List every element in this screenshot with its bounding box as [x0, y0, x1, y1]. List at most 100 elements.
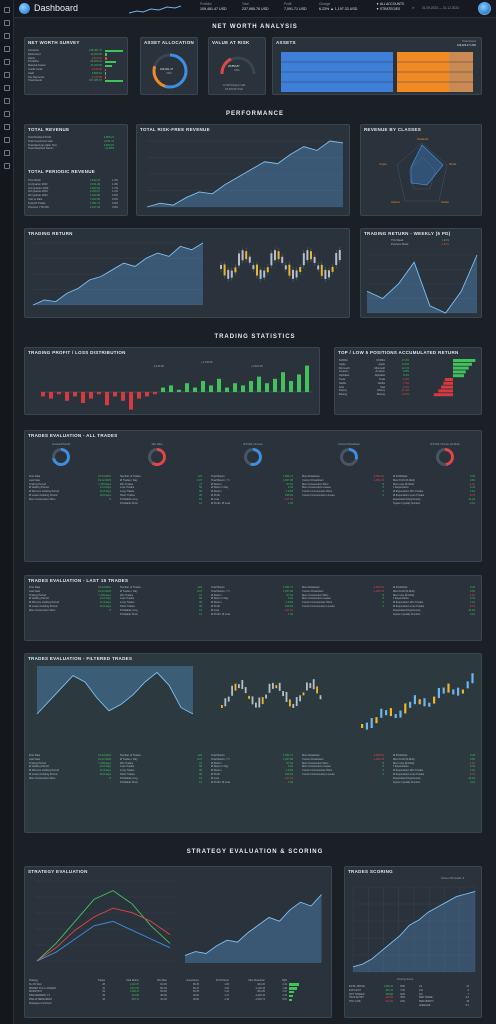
cell: 904.88: [131, 994, 139, 998]
candle: [292, 269, 294, 279]
filtered-candle-2: [389, 708, 392, 717]
eval-column: First Date 07.04.2019 Last Date 31.12.2023 T…: [29, 475, 115, 502]
var-note-2: 18,325.58 USD: [225, 88, 243, 91]
eval-row: Total Return 7,091.71: [211, 475, 297, 479]
candle: [263, 270, 266, 278]
cell: 1.12: [469, 490, 475, 494]
weekly-area: [367, 255, 477, 313]
eval-row: Profitable Long 61: [120, 498, 206, 502]
eval-row: Profitable Short 13: [120, 502, 206, 506]
list-icon[interactable]: [3, 98, 10, 104]
date-range[interactable]: 01.09.2023 — 31.12.2023: [422, 6, 459, 10]
filtered-candle: [268, 683, 271, 693]
filtered-candle: [275, 685, 278, 689]
cell: -941.20: [256, 982, 265, 986]
cell: 22: [102, 990, 105, 994]
accounts-icon[interactable]: [3, 20, 10, 26]
cell: Trading Period: [29, 761, 46, 765]
filtered-candle-2: [461, 689, 464, 694]
scoring-dropdown[interactable]: Score of R-Grade ▼: [441, 877, 465, 880]
eval-row: Max Consecutive Wins 8: [29, 498, 115, 502]
cell: -1.92: [469, 593, 475, 597]
section-performance: PERFORMANCE: [225, 111, 284, 117]
eval-column: Number of Trades 124 Ø Trades / Day 0.07 Win…: [120, 586, 206, 616]
pl-bar: [161, 387, 165, 392]
filtered-candle: [227, 696, 230, 702]
settings-icon[interactable]: [3, 150, 10, 156]
cell: Max Consecutive Losses: [302, 597, 331, 601]
cell: This Month: [28, 179, 41, 182]
panel-title: TRADING RETURN - WEEKLY (5 PD): [364, 231, 451, 236]
globe-icon[interactable]: [478, 2, 491, 15]
cell: Ø Loss: [211, 497, 220, 501]
cell: 11.8 days: [99, 769, 111, 773]
cell: 124: [197, 586, 202, 589]
cell: Previous Week: [391, 242, 409, 246]
cell: 38%: [400, 996, 405, 1000]
cell: 1.98: [282, 986, 287, 990]
eval-row: Ø Profit / Ø Loss 1.33: [211, 502, 297, 506]
panel-title: TRADING PROFIT / LOSS DISTRIBUTION: [28, 350, 126, 355]
trades-icon[interactable]: [3, 59, 10, 65]
revenue-by-classes-panel: REVENUE BY CLASSES Dividends Bonds Stock…: [360, 124, 482, 216]
eval-row: Short Trades 28: [120, 773, 206, 777]
cell: 84%: [400, 985, 405, 988]
cell: 695.14: [131, 997, 139, 1001]
panel-title: NET WORTH SURVEY: [28, 40, 80, 45]
gauge-label: Invested Period: [51, 443, 71, 446]
eval-row: Ø Profit / Ø Loss 1.33: [211, 781, 297, 785]
cell: 642.12: [385, 988, 393, 992]
cell: -0.79: [469, 604, 475, 608]
weekly-line: [366, 254, 478, 314]
cell: Year to Date: [28, 197, 43, 201]
cell: Current Drawdown: [302, 757, 324, 761]
strategy-icon[interactable]: [3, 111, 10, 117]
cell: Max Profit (R-Mult): [393, 589, 415, 593]
cell: 5: [382, 765, 384, 769]
cell: NVIDIA: [376, 359, 385, 362]
strategy-bar: [289, 998, 292, 1001]
notes-icon[interactable]: [3, 137, 10, 143]
eval-row: Current Consecutive Losses 0: [302, 494, 388, 498]
cell: Expectation/Opportunity: [393, 608, 421, 612]
strategy-table: Strategy Trades Total Return Win Rate Expect…: [29, 979, 329, 1006]
reports-icon[interactable]: [3, 85, 10, 91]
cell: 1,197.33: [89, 205, 100, 209]
candle: [328, 270, 330, 278]
home-icon[interactable]: [3, 7, 10, 13]
chart-icon[interactable]: [3, 46, 10, 52]
cell: Max Drawdown: [302, 586, 320, 589]
cell: Expectancy: [186, 979, 199, 982]
cell: 2.14: [469, 780, 475, 784]
cell: Ø Expectation Loss Trades: [393, 604, 425, 608]
scoring-right-row: PER TRADE 4.2: [419, 996, 479, 1000]
cell: 22%: [400, 1000, 405, 1004]
eval-row: Expectation/Opportunity 41.20: [393, 777, 479, 781]
portfolio-icon[interactable]: [3, 33, 10, 39]
cell: Ø Winners Holding Period: [29, 769, 59, 773]
accounts-dropdown[interactable]: ▼ ALL ACCOUNTS ▼ STRATEGIES: [376, 2, 405, 11]
pl-bar: [193, 387, 197, 392]
eval-row: Ø Return 57.19: [211, 594, 297, 598]
calendar-icon[interactable]: [3, 72, 10, 78]
pl-bar: [137, 392, 141, 399]
refresh-icon[interactable]: ⟳: [412, 6, 415, 10]
eval-row: Max Loss (R-Mult) -1.92: [393, 762, 479, 766]
cell: Max Consecutive Wins: [302, 482, 329, 486]
cell: Ø Return: [211, 601, 222, 605]
strategy-row: PRE AFTERMARKET 18 695.14 44.4% 38.62 1.19 -1,…: [29, 998, 329, 1002]
cell: Ø Profit: [211, 493, 220, 497]
cell: -7.5%: [402, 381, 409, 385]
eval-row: Max Profit (R-Mult) 3.81: [393, 479, 479, 483]
cell: 62.4%: [160, 982, 167, 986]
net-worth-row: Cash 6,805.10: [28, 72, 126, 76]
bar-icon[interactable]: [3, 124, 10, 130]
cell: -1.92: [469, 482, 475, 486]
top-low-row: Netflix Netflix -7.5%: [339, 382, 419, 386]
pl-callout: +1,700.00: [201, 361, 213, 364]
cell: 1.34%: [285, 490, 293, 494]
cell: PER MONTH: [419, 1000, 434, 1004]
gear-icon[interactable]: [3, 163, 10, 169]
cell: Max Drawdown: [302, 754, 320, 757]
eval-row: Expectation/Opportunity 41.20: [393, 609, 479, 613]
